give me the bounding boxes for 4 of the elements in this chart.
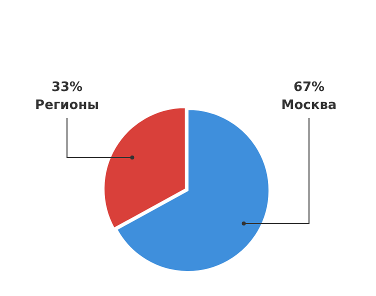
data-label: 67% [293,80,325,95]
slice-label: Регионы [35,98,99,113]
slice-label: Москва [281,98,337,113]
data-label: 33% [51,80,83,95]
